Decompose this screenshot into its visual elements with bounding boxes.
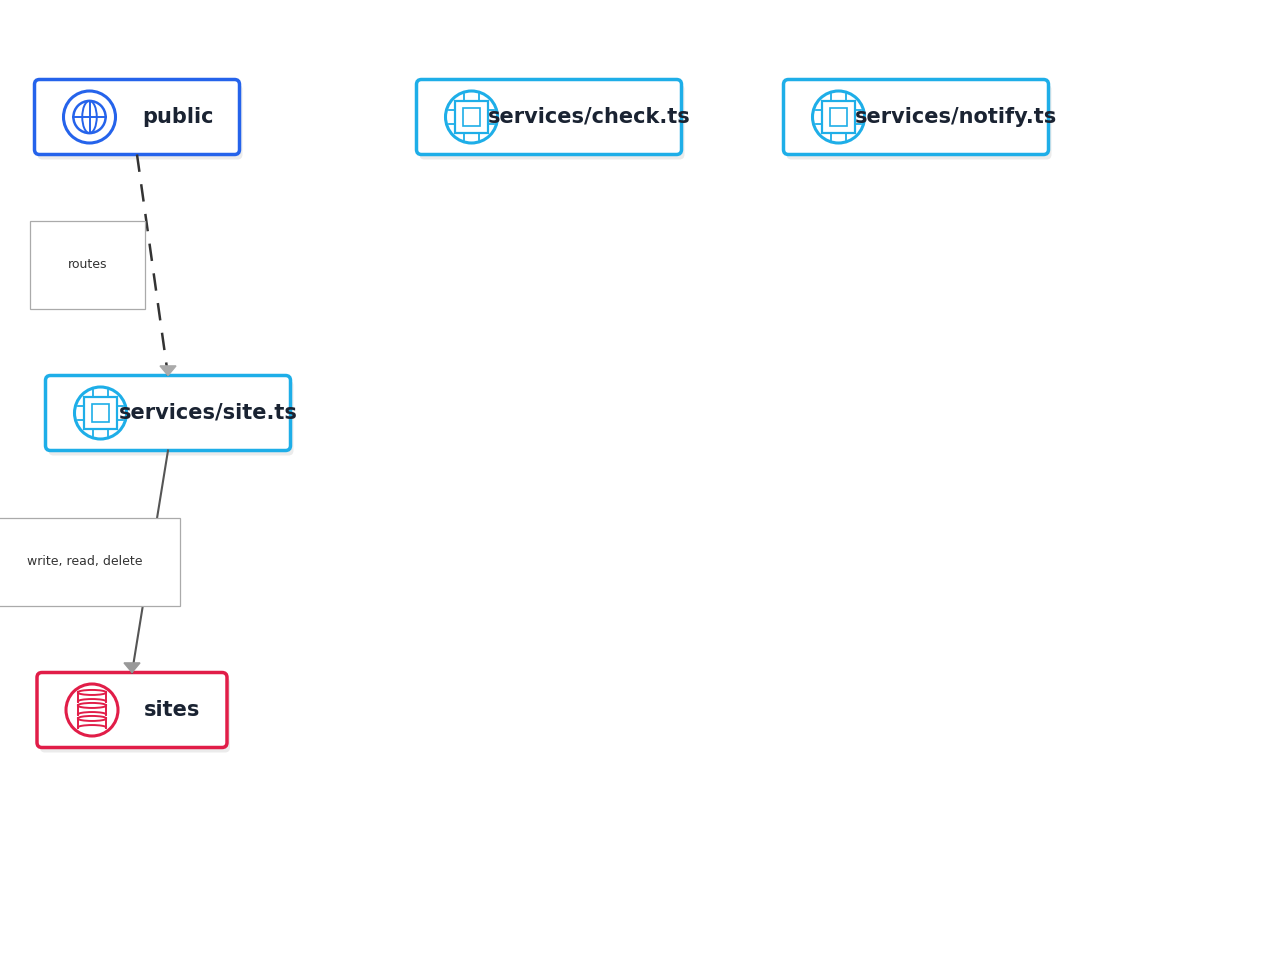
Polygon shape	[124, 663, 140, 673]
FancyBboxPatch shape	[37, 84, 242, 159]
Text: sites: sites	[145, 700, 201, 720]
FancyBboxPatch shape	[420, 84, 685, 159]
FancyBboxPatch shape	[37, 673, 227, 748]
Text: services/site.ts: services/site.ts	[119, 403, 298, 423]
FancyBboxPatch shape	[35, 80, 239, 155]
Text: routes: routes	[68, 258, 108, 272]
FancyBboxPatch shape	[786, 84, 1051, 159]
Text: public: public	[142, 107, 214, 127]
FancyBboxPatch shape	[49, 380, 293, 455]
Polygon shape	[160, 366, 177, 375]
FancyBboxPatch shape	[783, 80, 1048, 155]
FancyBboxPatch shape	[46, 375, 291, 450]
Text: write, read, delete: write, read, delete	[27, 555, 143, 568]
FancyBboxPatch shape	[416, 80, 681, 155]
FancyBboxPatch shape	[40, 678, 230, 753]
Text: services/check.ts: services/check.ts	[488, 107, 691, 127]
Text: services/notify.ts: services/notify.ts	[855, 107, 1057, 127]
